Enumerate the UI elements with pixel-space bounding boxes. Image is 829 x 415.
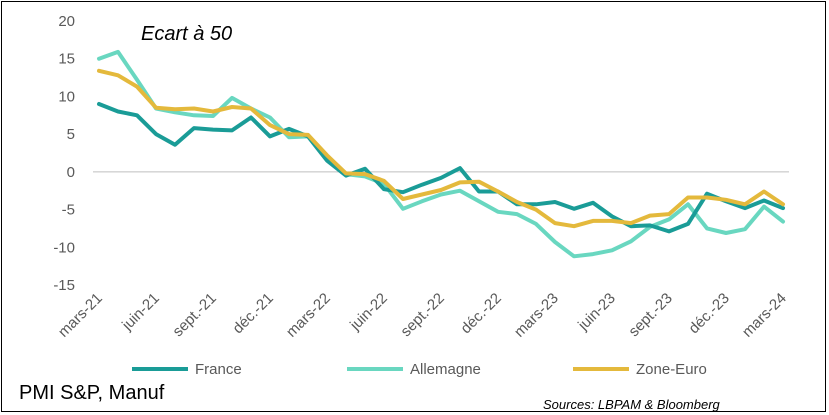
footer-source: Sources: LBPAM & Bloomberg [543, 397, 720, 412]
x-tick-label: juin-21 [118, 290, 163, 335]
series-line-zone-euro [97, 68, 785, 229]
series-lines [97, 49, 785, 259]
legend-label-allemagne: Allemagne [410, 361, 481, 378]
legend-label-zone-euro: Zone-Euro [636, 361, 707, 378]
footer-title: PMI S&P, Manuf [19, 382, 165, 404]
y-tick-label: -5 [62, 202, 75, 219]
legend-label-france: France [195, 361, 242, 378]
x-axis-ticks: mars-21 juin-21 sept.-21 déc.-21 mars-22 juin… [55, 290, 790, 341]
x-tick-label: mars-21 [55, 290, 106, 341]
y-axis-ticks: 20 15 10 5 0 -5 -10 -15 [53, 13, 75, 294]
x-tick-label: mars-22 [283, 290, 334, 341]
legend: France Allemagne Zone-Euro [132, 361, 707, 378]
x-tick-label: sept.-23 [625, 290, 675, 340]
y-tick-label: 5 [67, 126, 75, 143]
x-tick-label: sept.-21 [169, 290, 219, 340]
x-tick-label: mars-24 [739, 290, 790, 341]
y-tick-label: 0 [67, 164, 75, 181]
y-tick-label: -10 [53, 239, 75, 256]
x-tick-label: juin-22 [346, 290, 391, 335]
chart-annotation: Ecart à 50 [141, 23, 232, 45]
series-line-allemagne [97, 49, 785, 259]
x-tick-label: déc.-21 [229, 290, 276, 337]
x-tick-label: déc.-23 [685, 290, 732, 337]
x-tick-label: déc.-22 [457, 290, 504, 337]
x-tick-label: sept.-22 [397, 290, 447, 340]
y-tick-label: 10 [58, 88, 75, 105]
x-tick-label: mars-23 [511, 290, 562, 341]
series-line-france [97, 102, 785, 234]
y-tick-label: 15 [58, 51, 75, 68]
y-tick-label: -15 [53, 277, 75, 294]
y-tick-label: 20 [58, 13, 75, 30]
x-tick-label: juin-23 [574, 290, 619, 335]
